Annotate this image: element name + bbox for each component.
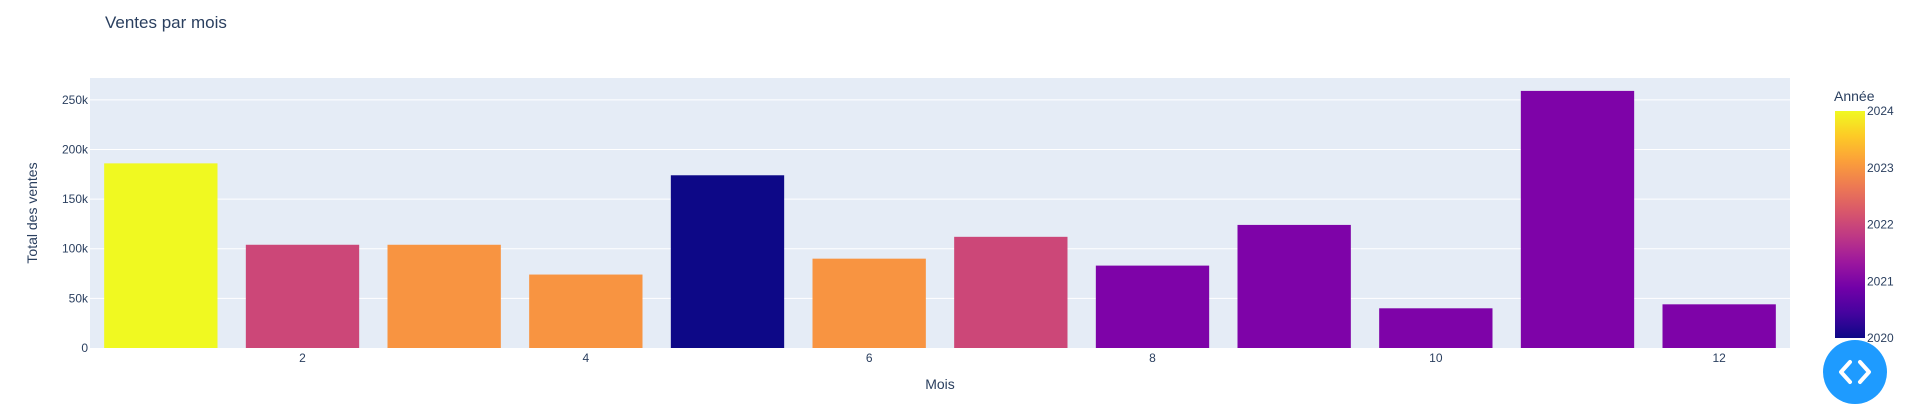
colorbar [1835,111,1865,338]
bar [104,163,218,348]
bar [812,258,926,348]
y-tick-label: 0 [81,341,88,355]
bar [529,274,643,348]
x-tick-label: 8 [1149,351,1156,365]
bar [1520,90,1635,348]
x-axis-title: Mois [925,376,955,392]
bar [245,244,360,348]
gridlines [90,99,1790,299]
y-axis-ticks: 0 50k 100k 150k 200k 250k [62,93,89,355]
colorbar-tick-label: 2023 [1867,161,1894,175]
colorbar-tick-label: 2020 [1867,331,1894,345]
x-tick-label: 2 [299,351,306,365]
y-tick-label: 250k [62,93,89,107]
y-axis-title: Total des ventes [24,162,40,263]
bars [104,90,1776,348]
y-tick-label: 50k [69,291,89,305]
code-icon [1839,360,1871,384]
bar [1379,308,1493,348]
chart-title: Ventes par mois [105,13,227,32]
colorbar-title: Année [1834,88,1875,104]
code-toggle-button[interactable] [1823,340,1887,404]
x-tick-label: 10 [1429,351,1443,365]
y-tick-label: 100k [62,242,89,256]
y-tick-label: 150k [62,192,89,206]
bar [387,244,501,348]
bar [1095,265,1210,348]
bar [1662,304,1776,348]
x-tick-label: 12 [1712,351,1726,365]
colorbar-tick-label: 2024 [1867,104,1894,118]
x-axis-ticks: 2 4 6 8 10 12 [299,351,1726,365]
plot-area [90,78,1790,348]
bar [954,236,1068,348]
colorbar-tick-label: 2021 [1867,274,1894,288]
bar [670,175,785,348]
x-tick-label: 6 [866,351,873,365]
colorbar-tick-label: 2022 [1867,218,1894,232]
bar [1237,224,1351,348]
colorbar-ticks: 2020 2021 2022 2023 2024 [1867,104,1894,345]
y-tick-label: 200k [62,142,89,156]
x-tick-label: 4 [582,351,589,365]
